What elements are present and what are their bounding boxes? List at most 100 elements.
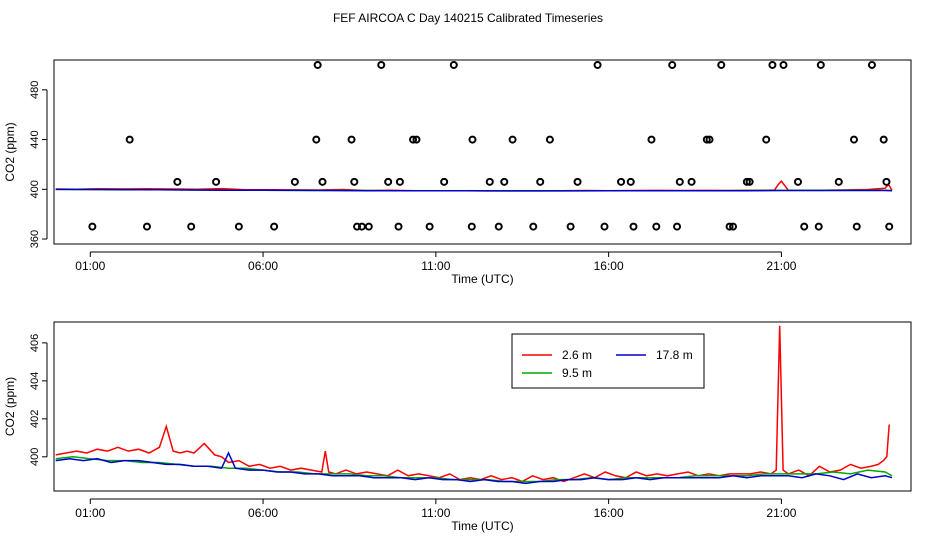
data-marker (425, 222, 434, 231)
data-marker (412, 135, 421, 144)
data-marker (318, 177, 327, 186)
data-marker (867, 60, 876, 69)
chart-title: FEF AIRCOA C Day 140215 Calibrated Times… (333, 11, 603, 25)
data-marker (673, 222, 682, 231)
data-marker (234, 222, 243, 231)
legend-label: 2.6 m (562, 348, 592, 362)
plot-frame (53, 59, 912, 245)
data-marker (377, 60, 386, 69)
y-axis-label: CO2 (ppm) (3, 122, 17, 181)
data-marker (717, 60, 726, 69)
data-marker (467, 222, 476, 231)
data-marker (725, 222, 734, 231)
data-marker (468, 135, 477, 144)
data-marker (882, 177, 891, 186)
data-marker (705, 135, 714, 144)
plot-frame (53, 321, 912, 492)
x-axis-label: Time (UTC) (451, 519, 513, 533)
data-marker (745, 177, 754, 186)
y-tick-label: 480 (29, 81, 41, 99)
data-marker (702, 135, 711, 144)
data-marker (88, 222, 97, 231)
data-marker (566, 222, 575, 231)
data-marker (353, 222, 362, 231)
data-marker (312, 135, 321, 144)
data-marker (449, 60, 458, 69)
data-marker (409, 135, 418, 144)
data-marker (814, 222, 823, 231)
data-marker (395, 177, 404, 186)
panel-bottom: 400 402 404 406 CO2 (ppm) 01:00 06:00 11:00 16:0… (3, 321, 912, 533)
data-marker (313, 60, 322, 69)
x-tick-label: 11:00 (421, 506, 450, 520)
y-tick-label: 406 (29, 334, 41, 352)
legend-label: 17.8 m (656, 348, 693, 362)
x-tick-label: 01:00 (75, 259, 105, 273)
data-marker (142, 222, 151, 231)
data-marker (440, 177, 449, 186)
y-tick-label: 404 (29, 372, 41, 390)
data-marker (573, 177, 582, 186)
x-tick-label: 16:00 (594, 506, 624, 520)
data-marker (187, 222, 196, 231)
y-tick-label: 360 (29, 230, 41, 248)
x-tick-label: 01:00 (75, 506, 105, 520)
panel-top: 360 400 440 480 CO2 (ppm) 01:00 06:00 11:00 16:0… (3, 59, 912, 286)
y-tick-label: 400 (29, 448, 41, 466)
x-tick-label: 21:00 (766, 506, 796, 520)
data-marker (617, 177, 626, 186)
data-marker (364, 222, 373, 231)
data-marker (494, 222, 503, 231)
data-marker (687, 177, 696, 186)
data-marker (852, 222, 861, 231)
data-marker (508, 135, 517, 144)
legend: 2.6 m 9.5 m 17.8 m (511, 333, 705, 389)
data-marker (879, 135, 888, 144)
data-marker (626, 177, 635, 186)
data-marker (270, 222, 279, 231)
data-marker (347, 135, 356, 144)
x-tick-label: 06:00 (248, 259, 278, 273)
data-marker (350, 177, 359, 186)
data-marker (593, 60, 602, 69)
series-line-2-6-m (55, 325, 890, 483)
x-tick-label: 16:00 (594, 259, 624, 273)
data-marker (485, 177, 494, 186)
data-marker (768, 60, 777, 69)
series-line-17-8-m (55, 188, 893, 192)
y-tick-label: 440 (29, 130, 41, 148)
data-marker (800, 222, 809, 231)
data-marker (357, 222, 366, 231)
data-marker (384, 177, 393, 186)
data-marker (500, 177, 509, 186)
data-marker (647, 135, 656, 144)
data-marker (600, 222, 609, 231)
data-marker (652, 222, 661, 231)
data-marker (173, 177, 182, 186)
data-marker (729, 222, 738, 231)
legend-label: 9.5 m (562, 366, 592, 380)
x-tick-label: 21:00 (766, 259, 796, 273)
data-marker (834, 177, 843, 186)
data-marker (794, 177, 803, 186)
x-axis-label: Time (UTC) (451, 272, 513, 286)
x-tick-label: 11:00 (421, 259, 450, 273)
data-marker (849, 135, 858, 144)
data-marker (668, 60, 677, 69)
series-line-17-8-m (55, 451, 893, 485)
data-marker (885, 222, 894, 231)
data-marker (742, 177, 751, 186)
data-marker (394, 222, 403, 231)
data-marker (675, 177, 684, 186)
data-marker (762, 135, 771, 144)
data-marker (816, 60, 825, 69)
y-tick-label: 402 (29, 410, 41, 428)
y-tick-label: 400 (29, 180, 41, 198)
data-marker (629, 222, 638, 231)
data-marker (212, 177, 221, 186)
data-marker (529, 222, 538, 231)
data-marker (779, 60, 788, 69)
data-marker (125, 135, 134, 144)
x-tick-label: 06:00 (248, 506, 278, 520)
